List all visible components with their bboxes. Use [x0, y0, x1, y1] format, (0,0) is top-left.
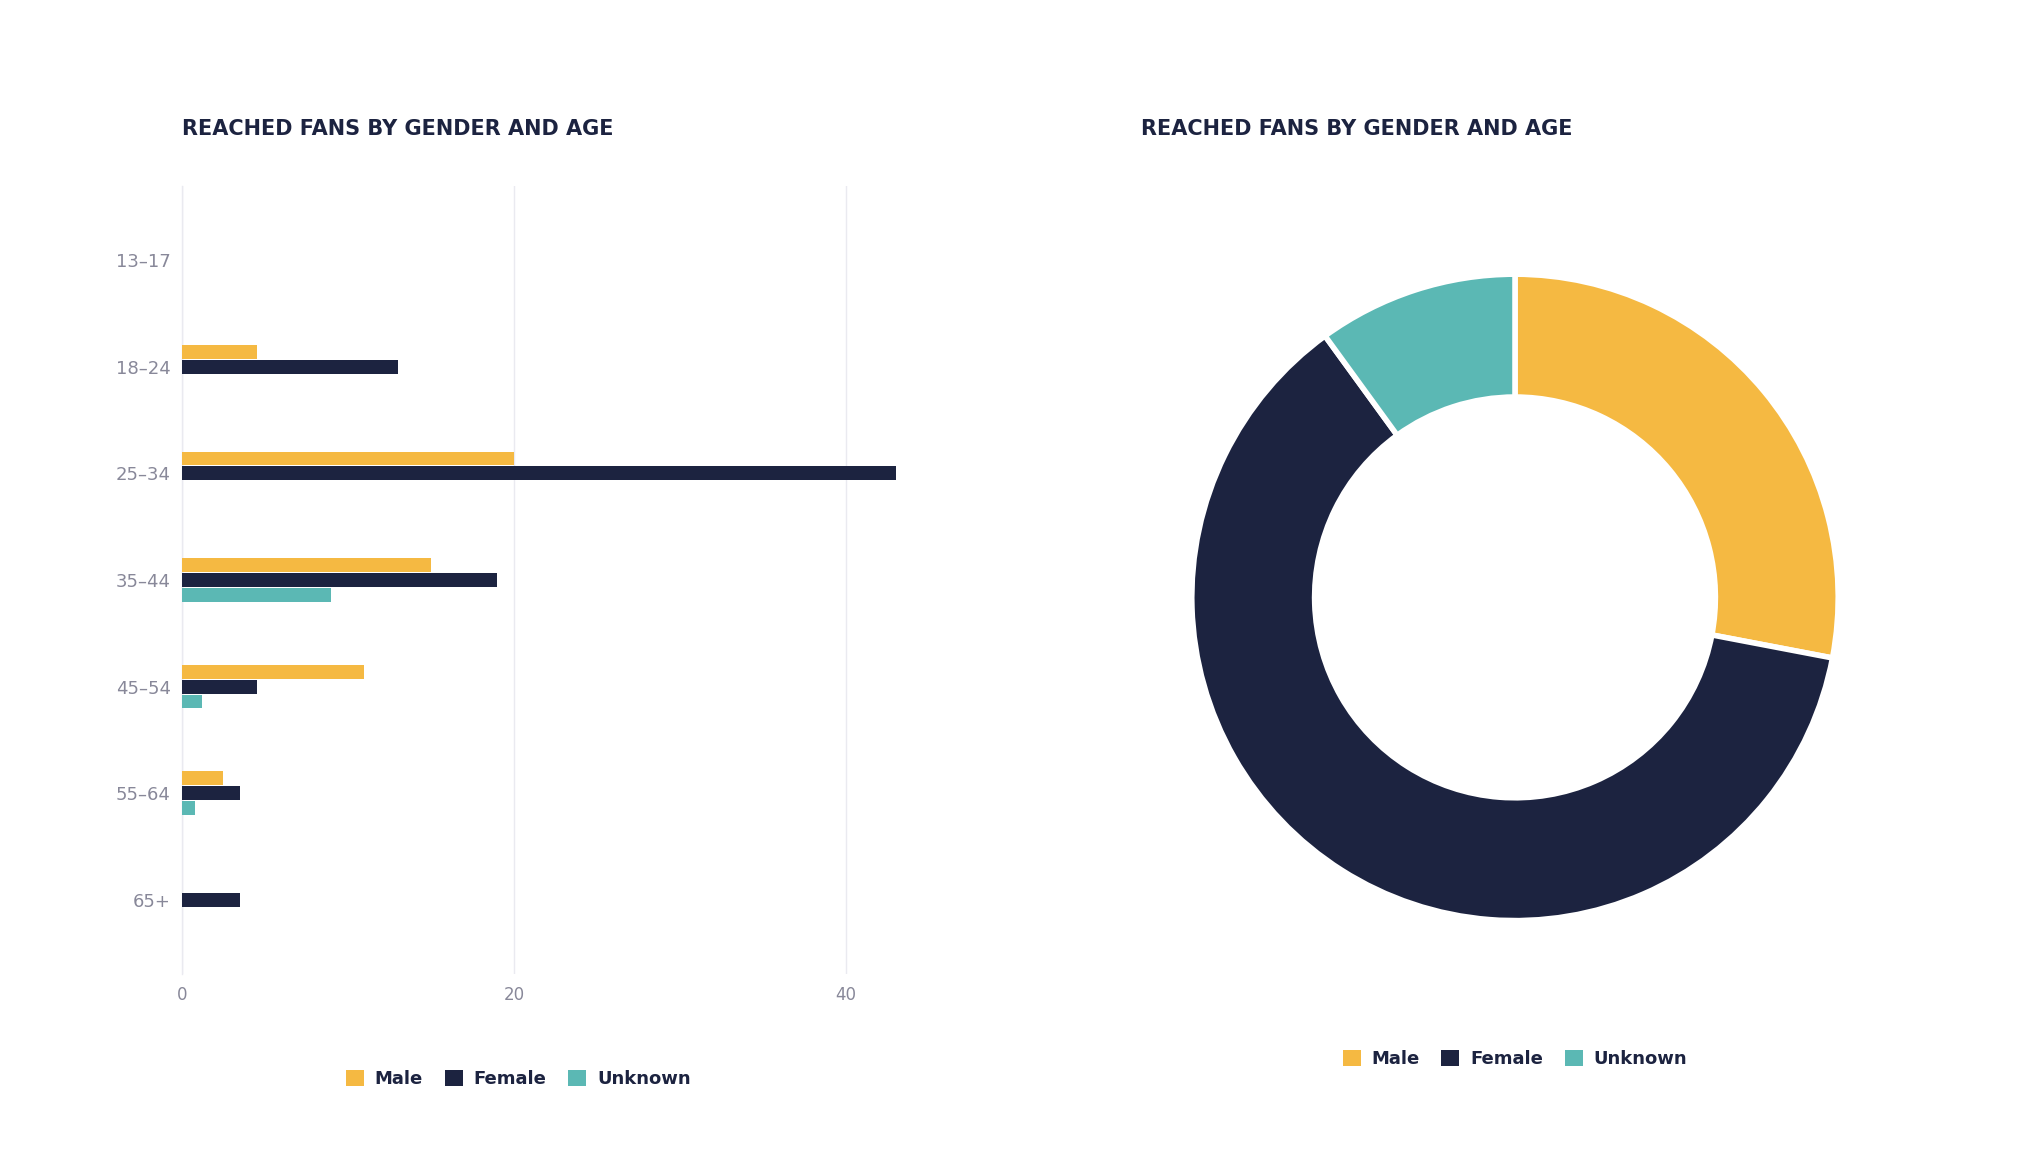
Wedge shape — [1325, 274, 1515, 435]
Bar — [182, 771, 224, 785]
Wedge shape — [1515, 274, 1838, 658]
Bar — [182, 802, 196, 815]
Bar — [182, 893, 240, 907]
Bar — [182, 786, 240, 800]
Bar — [182, 680, 257, 694]
Bar — [182, 573, 497, 587]
Bar — [182, 345, 257, 358]
Wedge shape — [1192, 336, 1832, 921]
Bar — [182, 558, 430, 572]
Bar — [182, 588, 331, 602]
Legend: Male, Female, Unknown: Male, Female, Unknown — [1335, 1043, 1695, 1075]
Bar — [182, 665, 364, 679]
Text: REACHED FANS BY GENDER AND AGE: REACHED FANS BY GENDER AND AGE — [1141, 119, 1574, 139]
Text: REACHED FANS BY GENDER AND AGE: REACHED FANS BY GENDER AND AGE — [182, 119, 614, 139]
Bar — [182, 360, 398, 374]
Bar — [182, 451, 513, 465]
Bar — [182, 466, 897, 480]
Legend: Male, Female, Unknown: Male, Female, Unknown — [339, 1063, 697, 1095]
Bar — [182, 695, 202, 709]
